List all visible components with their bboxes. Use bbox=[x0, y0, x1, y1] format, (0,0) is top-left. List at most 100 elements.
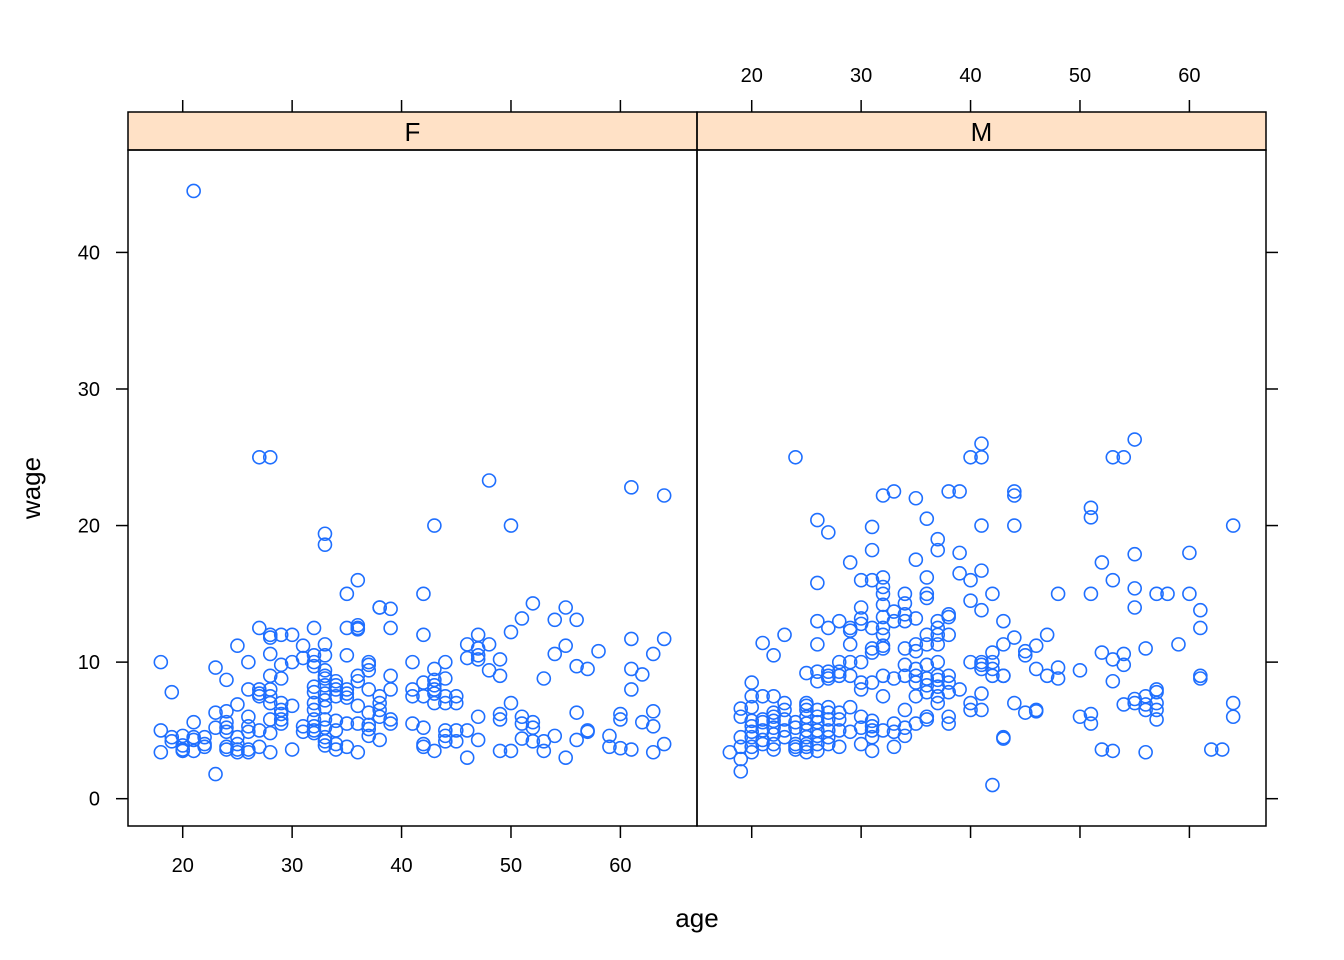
point-m-244 bbox=[1083, 706, 1099, 722]
point-m-111 bbox=[864, 675, 880, 690]
point-m-219 bbox=[996, 668, 1011, 684]
point-m-34 bbox=[777, 702, 792, 718]
point-m-119 bbox=[875, 579, 891, 595]
x-tick-label-top-2: 40 bbox=[959, 65, 981, 87]
point-f-83 bbox=[306, 702, 322, 718]
point-m-28 bbox=[766, 720, 781, 735]
point-m-253 bbox=[1105, 743, 1121, 759]
point-m-273 bbox=[1149, 702, 1164, 718]
point-m-114 bbox=[864, 723, 880, 738]
point-m-103 bbox=[853, 720, 869, 735]
point-f-197 bbox=[492, 743, 508, 759]
point-m-197 bbox=[963, 654, 978, 670]
point-m-25 bbox=[766, 705, 781, 720]
point-m-23 bbox=[766, 647, 781, 663]
point-m-229 bbox=[1017, 705, 1033, 720]
point-f-35 bbox=[241, 654, 256, 670]
point-f-85 bbox=[306, 719, 322, 734]
point-m-211 bbox=[985, 645, 1000, 660]
point-m-147 bbox=[908, 490, 924, 506]
point-f-60 bbox=[273, 627, 289, 643]
point-f-25 bbox=[219, 720, 234, 735]
point-f-42 bbox=[252, 449, 267, 465]
point-m-57 bbox=[810, 613, 825, 629]
point-m-278 bbox=[1182, 586, 1197, 602]
point-m-55 bbox=[810, 512, 825, 528]
point-m-198 bbox=[963, 695, 978, 711]
point-m-234 bbox=[1039, 627, 1055, 643]
point-m-210 bbox=[985, 586, 1000, 602]
point-f-235 bbox=[624, 682, 639, 697]
point-m-96 bbox=[853, 600, 869, 615]
point-f-56 bbox=[262, 695, 278, 711]
point-f-91 bbox=[317, 647, 333, 663]
x-tick-label-top-0: 20 bbox=[741, 65, 763, 87]
point-f-120 bbox=[350, 572, 366, 588]
point-f-24 bbox=[219, 714, 234, 730]
point-m-189 bbox=[941, 716, 956, 731]
point-m-97 bbox=[853, 611, 869, 626]
point-m-201 bbox=[974, 449, 989, 465]
point-m-200 bbox=[974, 436, 989, 451]
point-f-90 bbox=[317, 637, 333, 652]
point-f-94 bbox=[317, 671, 333, 686]
point-f-22 bbox=[219, 672, 234, 688]
point-f-76 bbox=[306, 620, 322, 636]
point-f-46 bbox=[252, 688, 267, 704]
point-m-248 bbox=[1094, 742, 1110, 757]
x-tick-label-top-4: 60 bbox=[1178, 65, 1200, 87]
axis-ticks: 20 20 30 30 40 40 50 50 60 60 0 10 20 30 40 bbox=[78, 65, 1278, 877]
x-tick-label-bottom-3: 50 bbox=[500, 855, 522, 877]
point-m-209 bbox=[974, 702, 989, 718]
point-m-100 bbox=[853, 675, 869, 690]
point-m-37 bbox=[777, 729, 792, 745]
point-m-280 bbox=[1193, 620, 1208, 636]
strip-m-border bbox=[696, 111, 1267, 151]
point-m-126 bbox=[875, 641, 891, 656]
point-f-65 bbox=[273, 706, 289, 722]
point-f-170 bbox=[438, 671, 453, 686]
point-m-85 bbox=[831, 723, 847, 738]
point-f-158 bbox=[416, 720, 431, 735]
strip-m bbox=[697, 112, 1266, 150]
point-m-194 bbox=[963, 449, 978, 465]
point-m-287 bbox=[1225, 709, 1241, 725]
point-m-283 bbox=[1203, 742, 1219, 757]
point-f-144 bbox=[383, 601, 398, 617]
point-f-245 bbox=[656, 736, 672, 752]
point-f-198 bbox=[503, 518, 519, 533]
point-m-93 bbox=[842, 699, 858, 715]
point-m-79 bbox=[831, 613, 847, 629]
point-m-123 bbox=[875, 620, 891, 636]
point-f-47 bbox=[252, 723, 267, 738]
point-m-138 bbox=[897, 596, 913, 611]
point-m-130 bbox=[886, 484, 902, 499]
point-f-67 bbox=[273, 716, 289, 731]
point-f-175 bbox=[438, 734, 453, 749]
point-f-178 bbox=[448, 723, 464, 738]
point-f-11 bbox=[186, 714, 201, 730]
point-m-35 bbox=[777, 712, 792, 727]
point-m-15 bbox=[744, 744, 760, 760]
point-m-233 bbox=[1028, 703, 1044, 719]
data-points bbox=[153, 183, 1241, 793]
y-tick-label-2: 20 bbox=[78, 516, 100, 538]
point-m-245 bbox=[1083, 716, 1099, 731]
point-m-51 bbox=[799, 729, 814, 745]
point-m-56 bbox=[810, 575, 825, 591]
x-tick-label-bottom-4: 60 bbox=[609, 855, 631, 877]
point-f-101 bbox=[317, 729, 333, 745]
point-m-36 bbox=[777, 723, 792, 738]
point-f-189 bbox=[470, 732, 486, 748]
point-f-161 bbox=[427, 518, 442, 533]
point-f-168 bbox=[427, 743, 442, 759]
point-f-154 bbox=[416, 586, 431, 602]
point-f-210 bbox=[536, 671, 552, 686]
point-m-112 bbox=[864, 713, 880, 729]
point-f-233 bbox=[624, 631, 639, 647]
point-f-214 bbox=[547, 646, 563, 662]
point-f-37 bbox=[241, 709, 256, 725]
point-m-173 bbox=[930, 627, 946, 643]
point-f-183 bbox=[459, 750, 475, 766]
point-f-72 bbox=[295, 638, 311, 654]
